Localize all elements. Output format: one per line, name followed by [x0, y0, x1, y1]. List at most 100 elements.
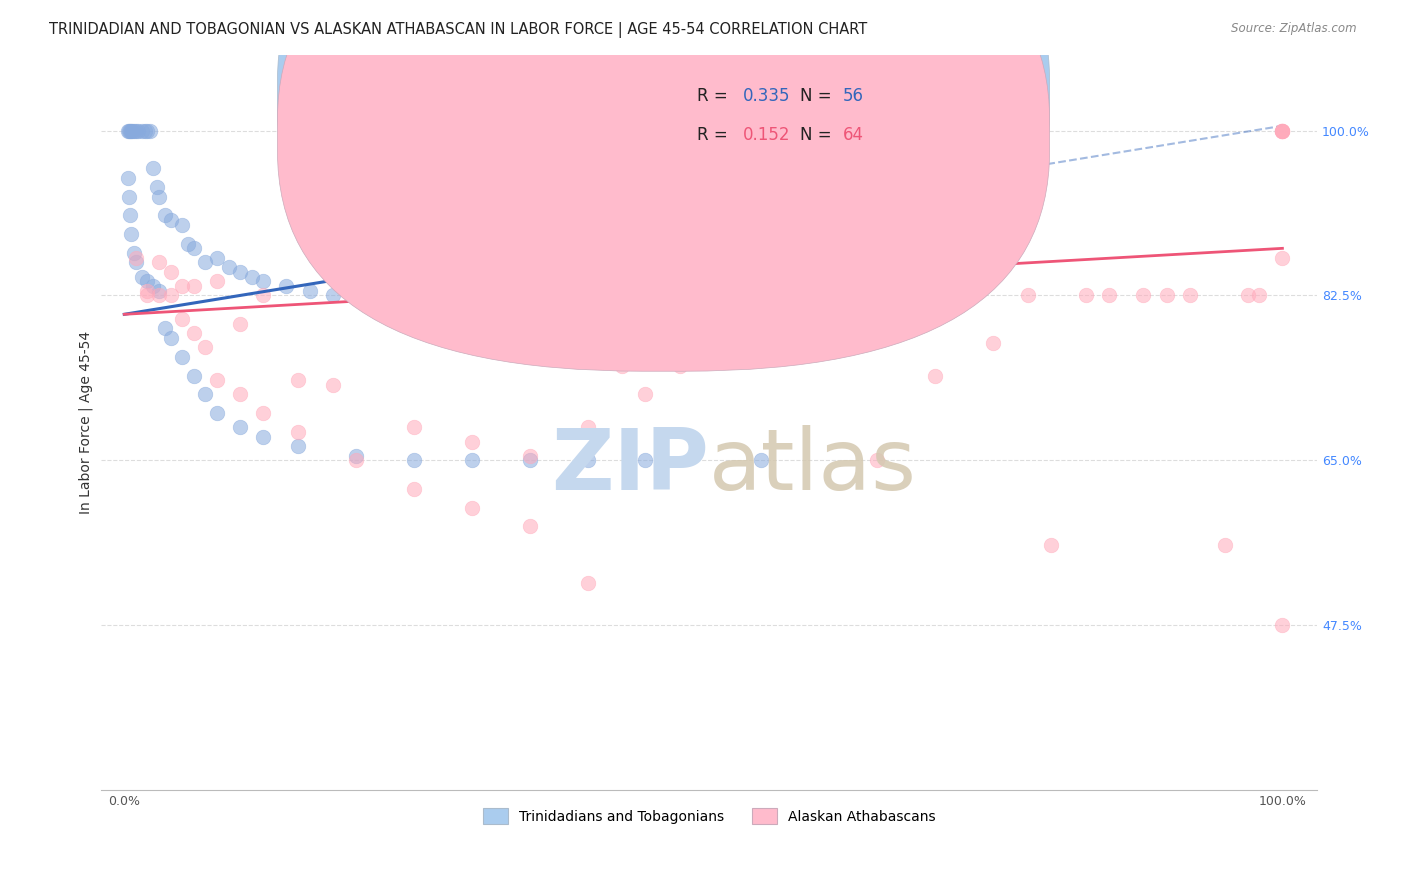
Point [344, 453, 367, 467]
Point [145, 180, 167, 194]
Point [344, 288, 367, 302]
FancyBboxPatch shape [277, 0, 1050, 333]
Text: 0.152: 0.152 [744, 126, 790, 144]
Point [1271, 123, 1294, 137]
Point [831, 312, 853, 326]
Text: R =: R = [697, 126, 733, 144]
Point [1178, 288, 1201, 302]
Point [205, 406, 228, 420]
Point [1236, 288, 1258, 302]
Point [634, 387, 657, 401]
Point [946, 288, 969, 302]
Text: Source: ZipAtlas.com: Source: ZipAtlas.com [1232, 22, 1357, 36]
Point [205, 373, 228, 387]
Point [183, 326, 205, 340]
Point [153, 321, 176, 335]
Point [125, 123, 148, 137]
Point [172, 279, 194, 293]
Point [159, 331, 181, 345]
Point [205, 274, 228, 288]
Point [120, 227, 142, 242]
Point [229, 387, 252, 401]
Point [461, 434, 484, 449]
Point [142, 279, 165, 293]
Point [344, 288, 367, 302]
Point [122, 246, 145, 260]
Text: ZIP: ZIP [551, 425, 709, 508]
Text: 64: 64 [844, 126, 863, 144]
Point [669, 359, 692, 373]
FancyBboxPatch shape [277, 0, 1050, 371]
Point [120, 208, 142, 222]
Text: TRINIDADIAN AND TOBAGONIAN VS ALASKAN ATHABASCAN IN LABOR FORCE | AGE 45-54 CORR: TRINIDADIAN AND TOBAGONIAN VS ALASKAN AT… [49, 22, 868, 38]
Point [117, 123, 139, 137]
Point [634, 453, 657, 467]
Point [136, 274, 159, 288]
Point [252, 430, 274, 444]
Point [121, 123, 143, 137]
Point [153, 208, 176, 222]
Point [122, 123, 145, 137]
Point [1156, 288, 1178, 302]
Point [131, 269, 153, 284]
Point [866, 453, 889, 467]
Point [1074, 288, 1097, 302]
Point [159, 288, 181, 302]
Point [368, 288, 391, 302]
Point [125, 251, 148, 265]
Point [519, 519, 541, 533]
Point [205, 251, 228, 265]
Point [148, 288, 170, 302]
Point [139, 123, 162, 137]
Point [194, 387, 217, 401]
Point [287, 425, 309, 439]
Point [136, 123, 159, 137]
Point [1098, 288, 1121, 302]
Point [576, 420, 599, 434]
Point [461, 453, 484, 467]
Point [229, 265, 252, 279]
Point [1271, 123, 1294, 137]
Point [1271, 618, 1294, 632]
Text: 0.335: 0.335 [744, 87, 790, 104]
Point [692, 288, 714, 302]
Point [576, 453, 599, 467]
Point [136, 288, 159, 302]
Point [172, 218, 194, 232]
Point [344, 449, 367, 463]
Point [1249, 288, 1271, 302]
Text: R =: R = [697, 87, 733, 104]
Point [194, 255, 217, 269]
Point [1271, 251, 1294, 265]
Point [287, 439, 309, 453]
Point [749, 453, 772, 467]
Point [136, 284, 159, 298]
Text: N =: N = [800, 126, 837, 144]
Point [1271, 123, 1294, 137]
Point [437, 312, 460, 326]
Point [901, 288, 924, 302]
Point [519, 449, 541, 463]
Point [519, 453, 541, 467]
Point [177, 236, 200, 251]
Point [402, 420, 425, 434]
Point [125, 255, 148, 269]
Text: atlas: atlas [709, 425, 917, 508]
Point [612, 359, 634, 373]
Point [118, 123, 141, 137]
Point [1017, 288, 1039, 302]
Point [402, 482, 425, 496]
Point [120, 123, 142, 137]
Point [183, 241, 205, 255]
Point [749, 335, 772, 350]
Point [229, 420, 252, 434]
Point [287, 373, 309, 387]
Point [120, 123, 142, 137]
Point [252, 274, 274, 288]
Point [322, 288, 344, 302]
Point [1132, 288, 1154, 302]
Point [183, 279, 205, 293]
Point [981, 335, 1004, 350]
Point [148, 255, 170, 269]
Point [229, 317, 252, 331]
